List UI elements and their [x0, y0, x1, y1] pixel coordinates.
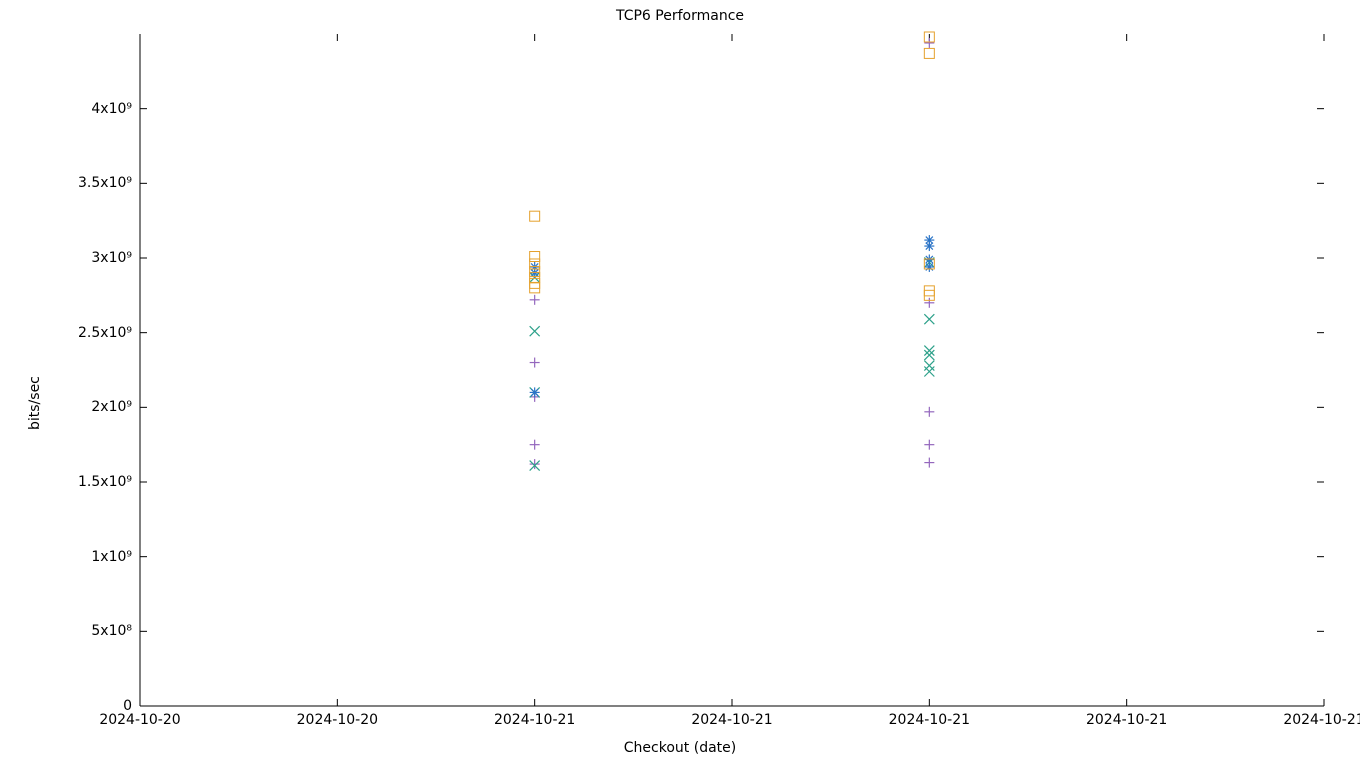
data-point [924, 286, 934, 296]
data-point [530, 252, 540, 262]
data-point [924, 48, 934, 58]
data-point [530, 387, 540, 397]
y-tick-label: 1x10⁹ [91, 549, 132, 565]
ticks-group [140, 34, 1324, 706]
data-point [530, 295, 540, 305]
y-tick-label: 3.5x10⁹ [78, 175, 132, 191]
data-group [530, 32, 935, 471]
x-tick-label: 2024-10-21 [1077, 712, 1177, 728]
data-point [924, 346, 934, 356]
y-tick-label: 2x10⁹ [91, 399, 132, 415]
data-point [924, 440, 934, 450]
data-point [924, 262, 934, 272]
data-point [530, 211, 540, 221]
y-tick-label: 2.5x10⁹ [78, 325, 132, 341]
data-point [530, 283, 540, 293]
data-point [530, 278, 540, 288]
data-point [924, 38, 934, 48]
data-point [530, 440, 540, 450]
y-tick-label: 3x10⁹ [91, 250, 132, 266]
x-tick-label: 2024-10-21 [682, 712, 782, 728]
x-tick-label: 2024-10-21 [1274, 712, 1360, 728]
data-point [924, 314, 934, 324]
x-tick-label: 2024-10-21 [485, 712, 585, 728]
y-tick-label: 4x10⁹ [91, 101, 132, 117]
x-tick-label: 2024-10-20 [287, 712, 387, 728]
data-point [924, 298, 934, 308]
plot-svg [0, 0, 1360, 768]
y-tick-label: 5x10⁸ [91, 623, 132, 639]
data-point [530, 459, 540, 469]
axes-group [140, 34, 1324, 706]
data-point [924, 407, 934, 417]
chart-root: TCP6 Performance bits/sec Checkout (date… [0, 0, 1360, 768]
data-point [924, 366, 934, 376]
x-tick-label: 2024-10-20 [90, 712, 190, 728]
data-point [924, 361, 934, 371]
data-point [530, 358, 540, 368]
data-point [924, 350, 934, 360]
data-point [530, 326, 540, 336]
y-tick-label: 1.5x10⁹ [78, 474, 132, 490]
x-tick-label: 2024-10-21 [879, 712, 979, 728]
data-point [924, 241, 934, 251]
data-point [924, 458, 934, 468]
